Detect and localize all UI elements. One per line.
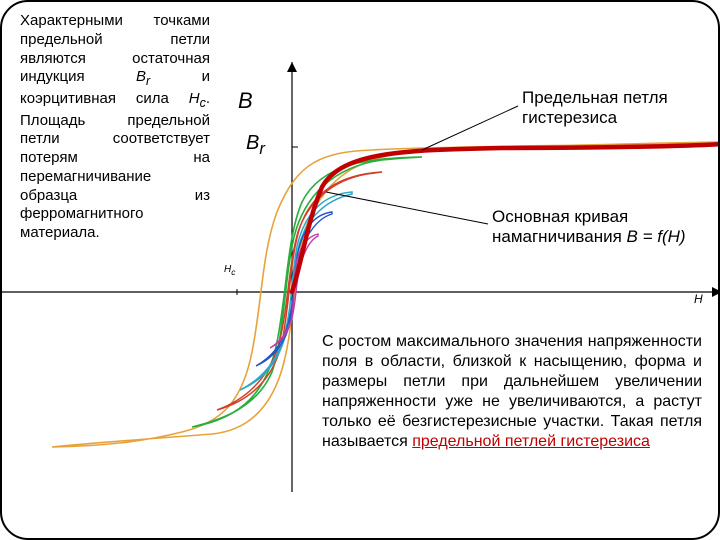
sym-Br: Br: [136, 68, 150, 85]
annotation-main-curve-l1: Основная кривая: [492, 207, 628, 226]
paragraph-bottom-highlight: предельной петлей гистерезиса: [412, 433, 650, 450]
paragraph-left: Характерными точками предельной петли яв…: [20, 12, 210, 243]
formula-BfH: B = f(H): [627, 227, 686, 246]
sym-Hc: Hc: [189, 90, 206, 107]
annotation-main-curve: Основная кривая намагничивания B = f(H): [492, 207, 686, 248]
annotation-main-curve-l2: намагничивания: [492, 227, 627, 246]
point-label-Hc: Hc: [224, 264, 235, 277]
axis-label-H: H: [694, 292, 703, 306]
annotation-limit-loop-text: Предельная петля гистерезиса: [522, 88, 668, 127]
axis-label-B: B: [238, 88, 253, 114]
annotation-limit-loop: Предельная петля гистерезиса: [522, 88, 718, 129]
point-label-Br: Br: [246, 132, 265, 159]
slide-frame: Характерными точками предельной петли яв…: [0, 0, 720, 540]
paragraph-bottom: С ростом максимального значения напряжен…: [322, 332, 702, 452]
